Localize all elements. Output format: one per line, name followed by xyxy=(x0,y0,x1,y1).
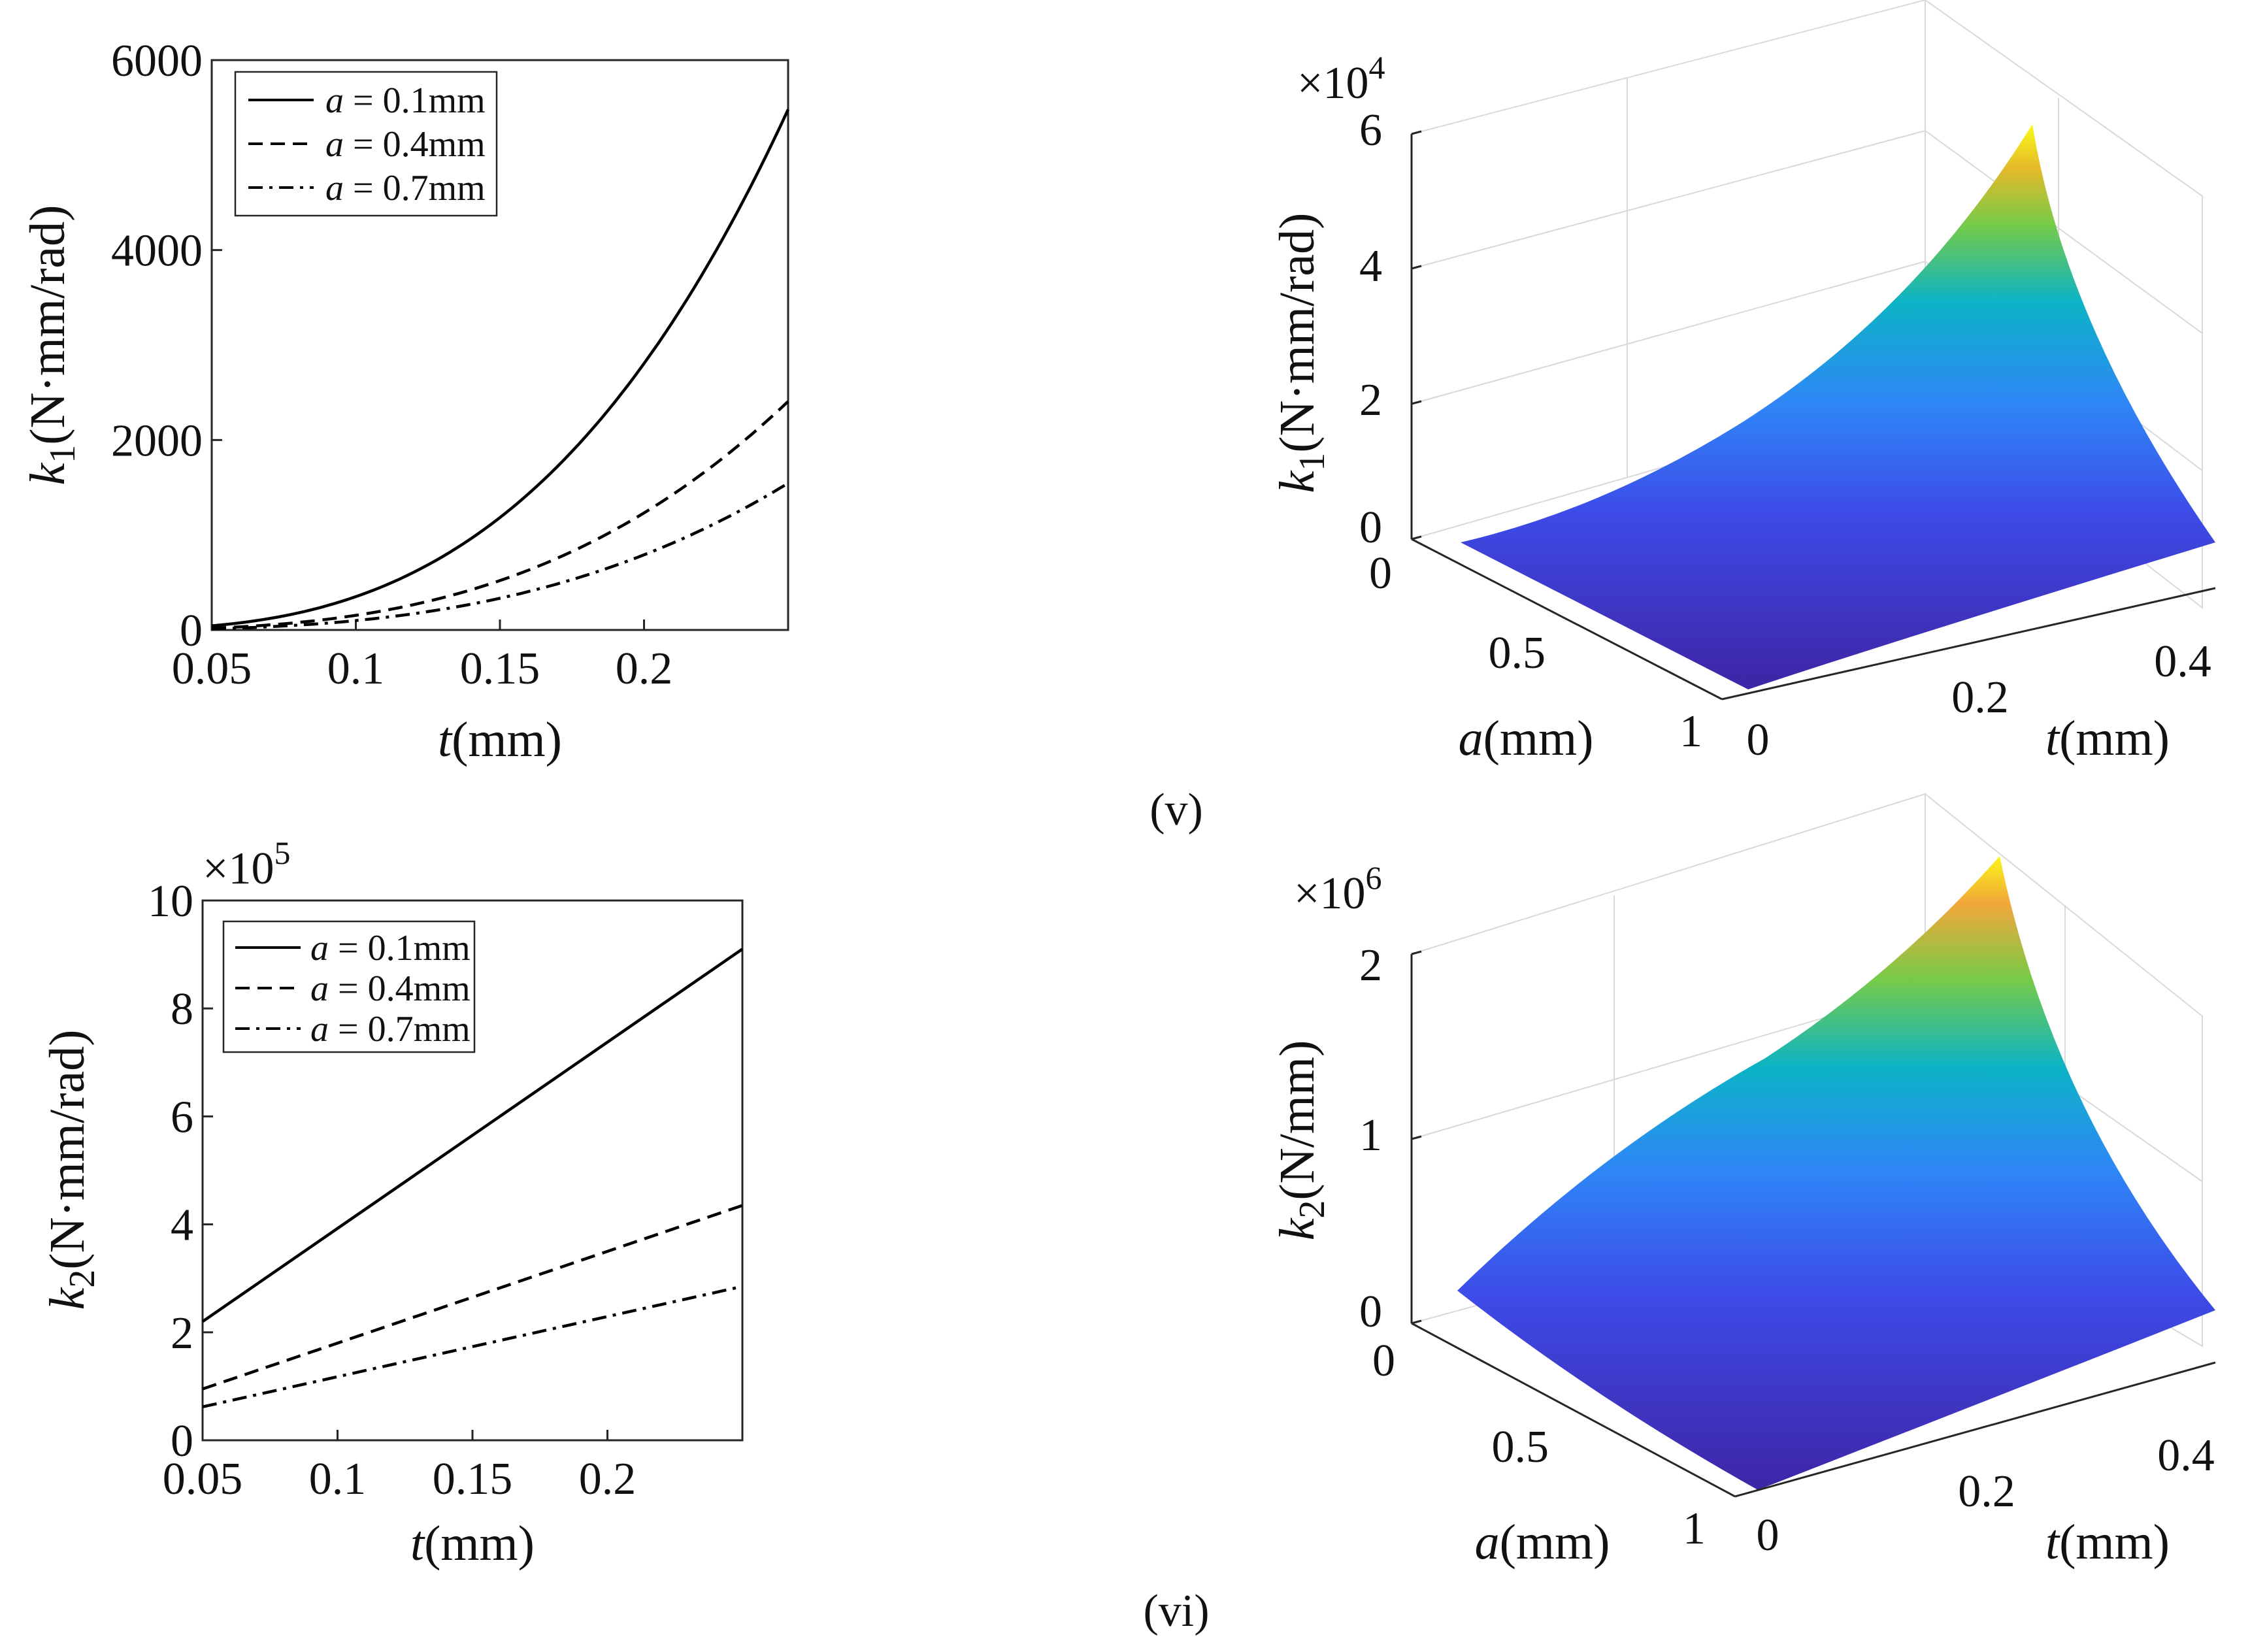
series-line xyxy=(202,1285,743,1408)
t-tick-label: 0.2 xyxy=(1951,672,2009,723)
t-tick-label: 0 xyxy=(1757,1510,1779,1561)
legend-entry: a = 0.7mm xyxy=(325,168,486,208)
a-ticks: 0 0.5 1 xyxy=(1372,1336,1706,1554)
z-ticks: 0 2 4 6 xyxy=(1359,105,1422,553)
a-tick-label: 1 xyxy=(1683,1504,1706,1554)
y-tick-label: 0 xyxy=(180,606,203,656)
y-tick-label: 10 xyxy=(148,876,193,927)
y-scale-label: ×105 xyxy=(203,834,290,894)
y-tick-label: 8 xyxy=(171,984,193,1034)
legend-entry: a = 0.7mm xyxy=(310,1009,471,1049)
y-tick-label: 6000 xyxy=(111,36,203,86)
t-axis xyxy=(1734,1361,2216,1498)
z-tick-label: 4 xyxy=(1359,241,1382,291)
chart-k1-vs-t: 0 2000 4000 6000 0.05 0.1 0.15 0.2 t(mm) k1(N·… xyxy=(20,36,790,767)
y-tick-label: 4 xyxy=(171,1200,193,1251)
a-axis xyxy=(1411,538,1723,701)
panel-label-vi: (vi) xyxy=(1143,1586,1209,1636)
series-lines xyxy=(201,948,744,1408)
a-axis-label: a(mm) xyxy=(1459,711,1594,766)
series-line xyxy=(211,400,789,630)
z-tick-mark xyxy=(1411,535,1422,540)
legend-entry: a = 0.4mm xyxy=(325,124,486,165)
y-axis-label: k2(N·mm/rad) xyxy=(40,1030,103,1310)
y-ticks: 0 2 4 6 8 10 xyxy=(148,876,213,1466)
legend-entry: a = 0.1mm xyxy=(310,928,471,968)
a-tick-label: 0 xyxy=(1372,1336,1395,1386)
a-tick-label: 0.5 xyxy=(1492,1422,1549,1472)
series-line xyxy=(201,948,744,1323)
x-tick-label: 0.05 xyxy=(172,644,252,694)
t-tick-label: 0 xyxy=(1747,715,1770,765)
y-tick-label: 0 xyxy=(171,1416,193,1466)
x-tick-label: 0.15 xyxy=(460,644,540,694)
z-tick-mark xyxy=(1411,1135,1422,1140)
z-tick-label: 2 xyxy=(1359,375,1382,425)
chart-k2-vs-t: 0 2 4 6 8 10 0.05 0.1 0.15 0.2 ×105 t(mm) k2(N·m… xyxy=(40,834,744,1571)
z-tick-mark xyxy=(1411,1319,1422,1325)
y-tick-label: 6 xyxy=(171,1092,193,1142)
surface xyxy=(1457,856,2215,1490)
t-tick-label: 0.4 xyxy=(2157,1430,2215,1481)
a-axis xyxy=(1411,1322,1736,1498)
grid-line xyxy=(1925,130,2203,334)
x-axis-label: t(mm) xyxy=(410,1516,535,1571)
a-tick-label: 0 xyxy=(1369,548,1392,599)
x-tick-label: 0.05 xyxy=(163,1454,243,1504)
y-tick-label: 2 xyxy=(171,1308,193,1359)
chart-k1-surface: 0 2 4 6 0 0.5 1 0 0.2 0.4 ×104 k1(N·mm/r… xyxy=(1270,0,2216,766)
x-ticks: 0.05 0.1 0.15 0.2 xyxy=(172,620,673,694)
t-tick-label: 0.4 xyxy=(2154,636,2211,687)
z-scale-label: ×106 xyxy=(1294,859,1381,919)
series-line xyxy=(202,1204,743,1391)
legend-entry: a = 0.4mm xyxy=(310,968,471,1009)
panel-label-v: (v) xyxy=(1150,785,1203,835)
y-axis-label: k1(N·mm/rad) xyxy=(20,205,83,486)
z-tick-mark xyxy=(1411,265,1422,270)
a-ticks: 0 0.5 1 xyxy=(1369,548,1702,757)
z-tick-mark xyxy=(1411,400,1422,405)
x-tick-label: 0.1 xyxy=(327,644,385,694)
x-tick-label: 0.1 xyxy=(309,1454,367,1504)
legend: a = 0.1mm a = 0.4mm a = 0.7mm xyxy=(222,920,476,1053)
z-axis-label: k1(N·mm/rad) xyxy=(1270,213,1332,493)
series-line xyxy=(211,108,790,627)
t-axis-label: t(mm) xyxy=(2045,711,2170,766)
x-ticks: 0.05 0.1 0.15 0.2 xyxy=(163,1430,637,1504)
x-tick-label: 0.15 xyxy=(433,1454,513,1504)
grid-line xyxy=(1411,261,1926,405)
surface xyxy=(1461,124,2215,689)
z-tick-label: 0 xyxy=(1359,503,1382,553)
z-axis-label: k2(N/mm) xyxy=(1270,1040,1332,1241)
z-tick-mark xyxy=(1411,950,1422,955)
z-scale-label: ×104 xyxy=(1297,49,1385,108)
z-ticks: 0 1 2 xyxy=(1359,940,1422,1337)
z-tick-label: 2 xyxy=(1359,940,1382,991)
z-tick-mark xyxy=(1411,130,1422,135)
x-tick-label: 0.2 xyxy=(616,644,673,694)
y-tick-label: 2000 xyxy=(111,416,203,466)
z-tick-label: 0 xyxy=(1359,1287,1382,1337)
a-axis-label: a(mm) xyxy=(1475,1515,1610,1570)
t-axis xyxy=(1721,587,2216,701)
y-ticks: 0 2000 4000 6000 xyxy=(111,36,222,656)
chart-k2-surface: 0 1 2 0 0.5 1 0 0.2 0.4 ×106 k2(N/mm) a(… xyxy=(1270,792,2216,1570)
series-line xyxy=(211,482,789,631)
z-tick-label: 1 xyxy=(1359,1110,1382,1161)
a-tick-label: 0.5 xyxy=(1489,628,1546,678)
x-axis-label: t(mm) xyxy=(438,712,562,767)
z-tick-label: 6 xyxy=(1359,105,1382,156)
t-ticks: 0 0.2 0.4 xyxy=(1747,636,2211,765)
legend-entry: a = 0.1mm xyxy=(325,80,486,121)
y-tick-label: 4000 xyxy=(111,226,203,276)
series-lines xyxy=(211,108,790,631)
t-tick-label: 0.2 xyxy=(1958,1466,2015,1517)
legend: a = 0.1mm a = 0.4mm a = 0.7mm xyxy=(234,71,498,217)
x-tick-label: 0.2 xyxy=(579,1454,637,1504)
a-tick-label: 1 xyxy=(1679,706,1702,757)
t-ticks: 0 0.2 0.4 xyxy=(1757,1430,2215,1561)
t-axis-label: t(mm) xyxy=(2045,1515,2170,1570)
grid-line xyxy=(1411,130,1926,269)
